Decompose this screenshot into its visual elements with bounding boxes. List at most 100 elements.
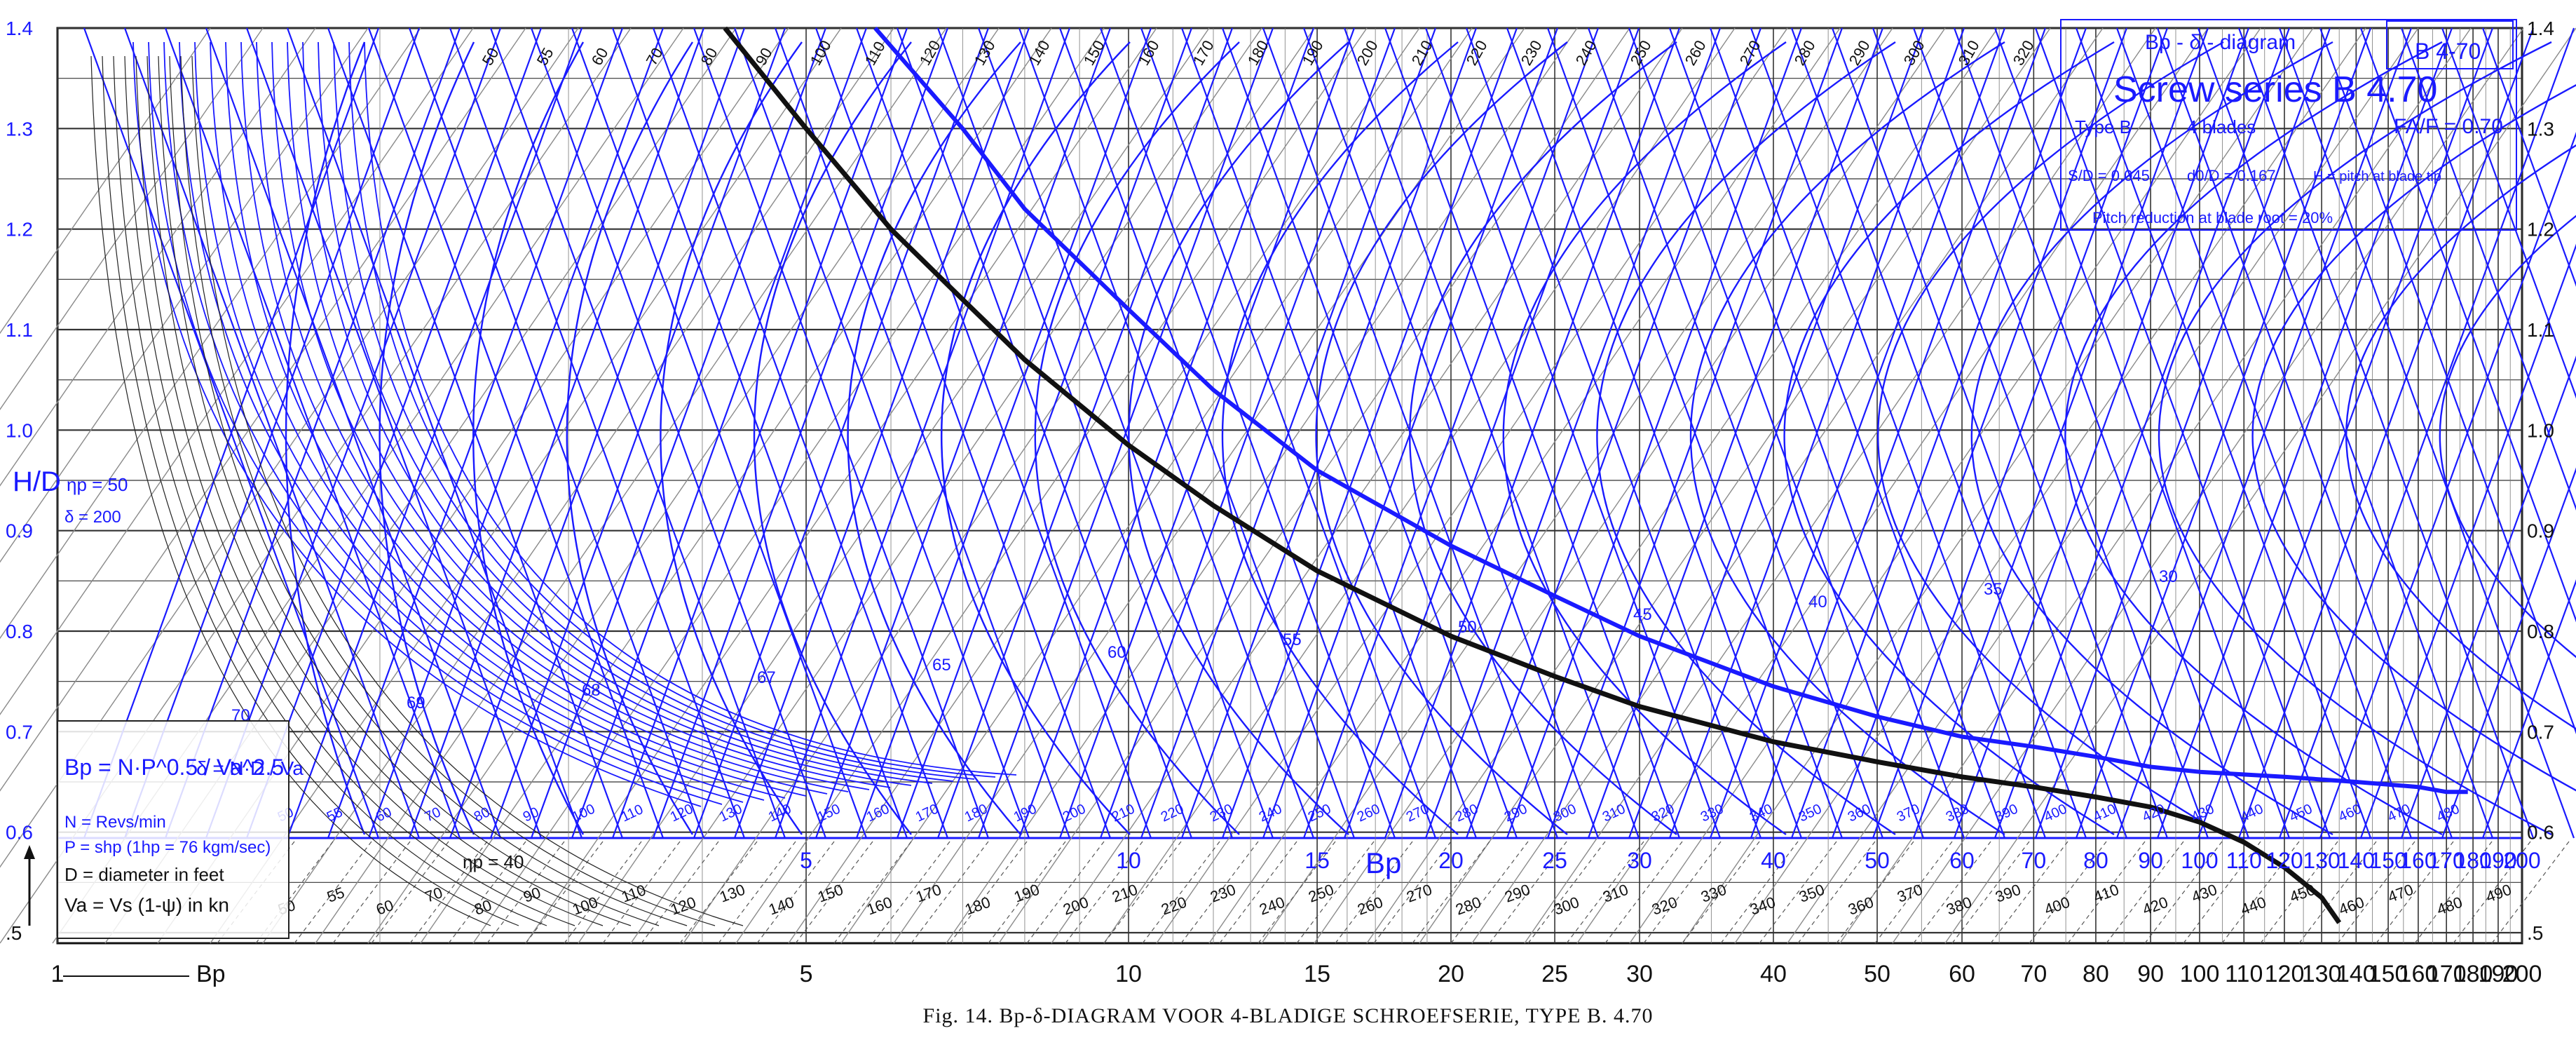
lower-diagonal-line xyxy=(294,841,372,944)
upper-bp-tick-label: 170 xyxy=(2427,848,2465,873)
blue-dense-contour xyxy=(302,41,933,784)
optimum-curves xyxy=(723,26,2468,924)
lower-diagonal-line xyxy=(1527,841,1606,944)
blue-delta-line-b xyxy=(896,27,1193,839)
blue-eta-contour xyxy=(1128,41,1349,835)
blue-dense-contour xyxy=(318,41,954,782)
lower-diagonal-line xyxy=(911,841,989,944)
eta-label: 65 xyxy=(932,656,951,675)
blue-delta-line-b xyxy=(449,27,746,839)
blue-delta-line-b xyxy=(2481,579,2576,839)
info-hub: d0/D = 0.167 xyxy=(2187,167,2276,184)
blue-eta-contour xyxy=(1690,41,2005,836)
blue-delta-line-b xyxy=(1302,27,1600,839)
lower-diagonal-line xyxy=(332,841,411,944)
eta-label: 30 xyxy=(2159,567,2178,586)
blue-eta-contour xyxy=(1502,41,1787,835)
grey-delta-line xyxy=(1103,27,1736,944)
eta-label: 55 xyxy=(1283,630,1302,649)
bottom-bp-tick-label: 50 xyxy=(1864,961,1890,987)
bottom-bp-tick-label: 10 xyxy=(1115,961,1142,987)
eta-label: 40 xyxy=(1808,593,1827,612)
lower-diagonal-line xyxy=(1335,841,1413,944)
blue-eta-contour xyxy=(1970,41,2333,836)
blue-delta-line-b xyxy=(1587,27,1884,839)
blue-delta-line-b xyxy=(936,27,1234,839)
left-y-tick-label: 0.7 xyxy=(6,721,33,743)
blue-dense-contour xyxy=(287,41,912,786)
black-eta-contour xyxy=(146,55,632,926)
info-id-frame xyxy=(2386,20,2514,69)
blue-delta-line-b xyxy=(2156,27,2453,839)
blue-delta-line-b xyxy=(1994,27,2291,839)
info-blades: 4 blades xyxy=(2187,116,2256,137)
lower-diagonal-line xyxy=(988,841,1066,944)
info-reduction: Pitch reduction at blade root = 20% xyxy=(2092,209,2333,227)
lower-diagonal-line xyxy=(602,841,681,944)
blue-dense-contour xyxy=(348,41,996,778)
grey-delta-line xyxy=(0,27,526,792)
lower-diagonal-line xyxy=(1720,841,1799,944)
grey-delta-line xyxy=(946,27,1578,944)
blue-delta-line-b xyxy=(1099,27,1396,839)
lower-diagonal-line xyxy=(2029,841,2107,944)
lower-diagonal-line xyxy=(1142,841,1220,944)
blue-delta-line-b xyxy=(1424,27,1722,839)
blue-delta-line-b xyxy=(693,27,990,839)
blue-delta-line-b xyxy=(1180,27,1478,839)
blue-delta-line-b xyxy=(571,27,868,839)
blue-eta-contour xyxy=(379,41,475,835)
grey-delta-line xyxy=(1839,27,2472,944)
blue-delta-line-b xyxy=(855,27,1152,839)
blue-delta-line-b xyxy=(123,27,421,839)
lower-diagonal-line xyxy=(1373,841,1452,944)
upper-bp-tick-label: 40 xyxy=(1761,848,1786,873)
eta-label: 50 xyxy=(1458,618,1477,637)
left-y-tick-label: 1.1 xyxy=(6,319,33,341)
blue-delta-line-a xyxy=(2441,27,2576,399)
blue-eta-contour xyxy=(1034,41,1240,835)
bottom-bp-tick-label: 1 xyxy=(51,961,64,987)
lower-diagonal-line xyxy=(2106,841,2184,944)
left-y-tick-label: .5 xyxy=(6,922,22,944)
blue-delta-line-b xyxy=(2359,243,2576,839)
black-eta-contour xyxy=(169,55,688,926)
eta-label: 68 xyxy=(582,681,601,700)
bottom-bp-tick-label: 80 xyxy=(2083,961,2109,987)
upper-bp-tick-label: 5 xyxy=(800,848,812,873)
upper-bp-tick-label: 180 xyxy=(2454,848,2491,873)
upper-bp-tick-label: 130 xyxy=(2303,848,2340,873)
blue-dense-contour xyxy=(271,41,891,788)
bottom-bp-tick-label: 130 xyxy=(2302,961,2342,987)
lower-diagonal-line xyxy=(2260,841,2338,944)
right-y-tick-label: 0.6 xyxy=(2527,822,2554,844)
grey-delta-line xyxy=(0,27,316,487)
grey-delta-line xyxy=(0,27,264,410)
bottom-bp-tick-label: 100 xyxy=(2180,961,2220,987)
blue-delta-line-b xyxy=(2400,356,2576,839)
black-eta-contour xyxy=(124,55,575,926)
grey-delta-line xyxy=(0,27,474,715)
grey-delta-line xyxy=(367,27,1000,944)
bottom-bp-tick-label: 25 xyxy=(1541,961,1568,987)
blue-delta-line-b xyxy=(286,27,583,839)
lower-diagonal-line xyxy=(371,841,449,944)
lower-diagonal-line xyxy=(2376,841,2454,944)
lower-diagonal-line xyxy=(2491,841,2570,944)
blue-delta-line-b xyxy=(1506,27,1803,839)
blue-eta-contour xyxy=(660,41,803,835)
upper-bp-tick-label: 70 xyxy=(2022,848,2047,873)
info-heading: Bp - δ - diagram xyxy=(2145,31,2296,54)
grey-delta-line xyxy=(420,27,1052,944)
left-y-tick-label: 0.6 xyxy=(6,822,33,844)
left-y-tick-label: 1.4 xyxy=(6,18,33,39)
left-y-tick-label: 1.3 xyxy=(6,118,33,140)
upper-bp-tick-label: 80 xyxy=(2083,848,2108,873)
grey-delta-line xyxy=(683,27,1315,944)
blue-eta-contour xyxy=(941,41,1131,835)
lower-diagonal-line xyxy=(1180,841,1259,944)
blue-dense-contour xyxy=(225,41,828,795)
right-y-tick-label: 0.7 xyxy=(2527,721,2554,743)
blue-delta-line-b xyxy=(2319,132,2576,839)
